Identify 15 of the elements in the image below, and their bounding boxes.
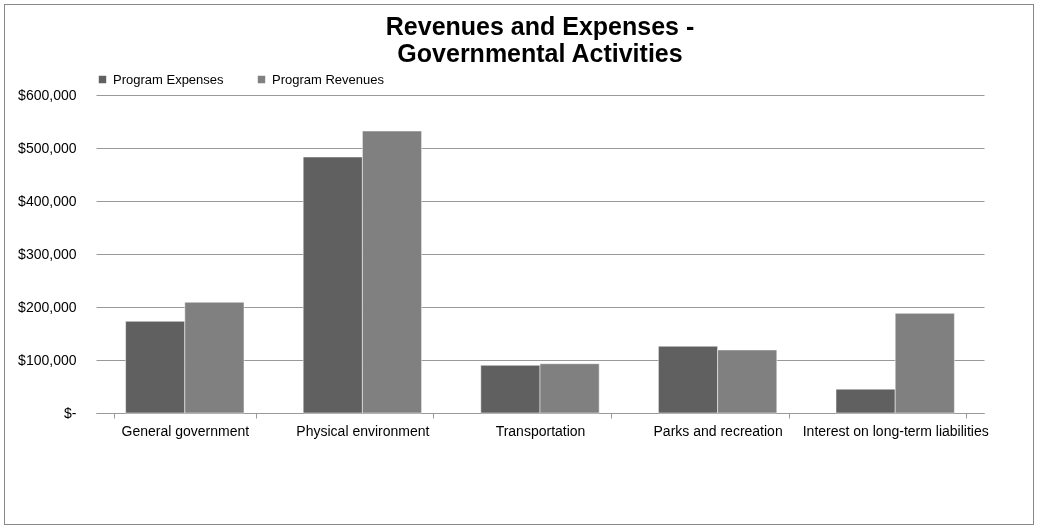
x-tick-label: Transportation <box>495 422 586 439</box>
y-tick-label: $100,000 <box>18 351 77 368</box>
x-tick-label: Parks and recreation <box>653 422 783 439</box>
x-tick-label: Interest on long-term liabilities <box>802 422 989 439</box>
y-tick-label: $400,000 <box>18 192 77 209</box>
y-tick-label: $- <box>64 404 77 421</box>
legend-label: Program Revenues <box>272 71 385 87</box>
y-tick-label: $200,000 <box>18 298 77 315</box>
legend-label: Program Expenses <box>113 71 225 87</box>
y-tick-label: $500,000 <box>18 139 77 156</box>
x-tick-label: Physical environment <box>296 422 430 439</box>
x-tick-label: General government <box>121 422 250 439</box>
chart-title: Revenues and Expenses - Governmental Activities <box>385 12 695 67</box>
y-tick-label: $600,000 <box>18 86 77 103</box>
y-tick-label: $300,000 <box>18 245 77 262</box>
